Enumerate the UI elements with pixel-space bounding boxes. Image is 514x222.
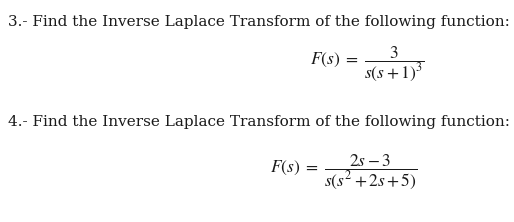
Text: $F(s)\ =\ \dfrac{2s-3}{s(s^2+2s+5)}$: $F(s)\ =\ \dfrac{2s-3}{s(s^2+2s+5)}$ — [270, 153, 417, 191]
Text: $F(s)\ =\ \dfrac{3}{s(s+1)^3}$: $F(s)\ =\ \dfrac{3}{s(s+1)^3}$ — [310, 45, 424, 83]
Text: 4.- Find the Inverse Laplace Transform of the following function:: 4.- Find the Inverse Laplace Transform o… — [8, 115, 510, 129]
Text: 3.- Find the Inverse Laplace Transform of the following function:: 3.- Find the Inverse Laplace Transform o… — [8, 15, 510, 29]
